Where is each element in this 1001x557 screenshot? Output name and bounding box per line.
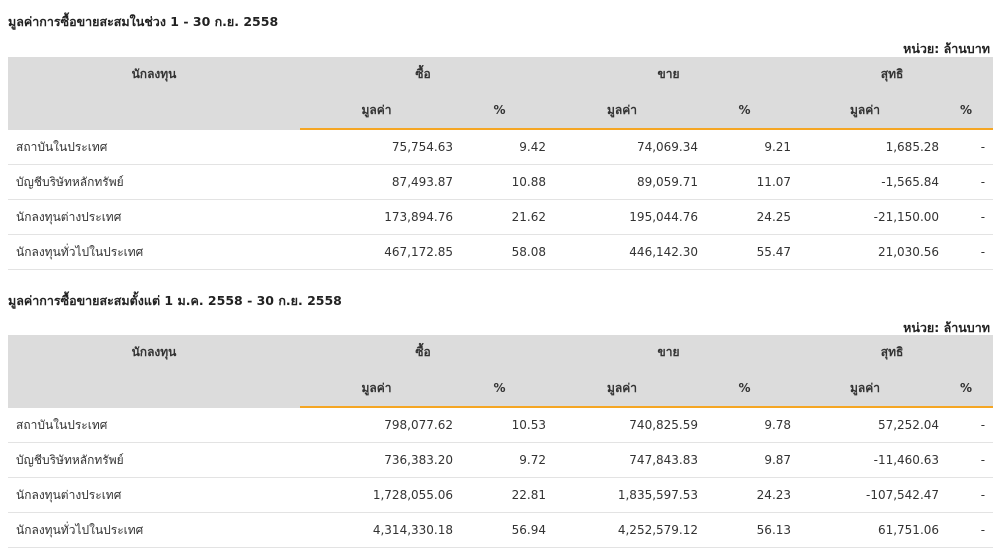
sell-value: 1,835,597.53 xyxy=(546,477,699,513)
header-blank xyxy=(8,92,300,130)
header-buy-percent: % xyxy=(453,370,547,408)
sell-percent: 56.13 xyxy=(698,512,792,548)
section-title: มูลค่าการซื้อขายสะสมในช่วง 1 - 30 ก.ย. 2… xyxy=(8,14,279,29)
sell-percent: 9.21 xyxy=(698,129,792,165)
table-row: นักลงทุนต่างประเทศ 1,728,055.06 22.81 1,… xyxy=(8,477,994,513)
net-percent: - xyxy=(939,199,994,235)
header-sell: ขาย xyxy=(546,57,792,92)
sell-percent: 24.23 xyxy=(698,477,792,513)
net-percent: - xyxy=(939,129,994,165)
header-sell-percent: % xyxy=(698,92,792,130)
net-percent: - xyxy=(939,234,994,270)
investor-name: นักลงทุนทั่วไปในประเทศ xyxy=(8,512,300,548)
header-net-percent: % xyxy=(939,370,994,408)
sell-value: 4,252,579.12 xyxy=(546,512,699,548)
buy-percent: 21.62 xyxy=(453,199,547,235)
header-buy: ซื้อ xyxy=(300,57,547,92)
unit-label: หน่วย: ล้านบาท xyxy=(903,320,990,335)
sell-percent: 9.87 xyxy=(698,442,792,478)
header-net-percent: % xyxy=(939,92,994,130)
header-buy: ซื้อ xyxy=(300,335,547,370)
buy-percent: 22.81 xyxy=(453,477,547,513)
buy-percent: 58.08 xyxy=(453,234,547,270)
net-percent: - xyxy=(939,442,994,478)
net-percent: - xyxy=(939,477,994,513)
net-percent: - xyxy=(939,164,994,200)
header-net-value: มูลค่า xyxy=(791,370,940,408)
buy-value: 736,383.20 xyxy=(300,442,453,478)
unit-label: หน่วย: ล้านบาท xyxy=(903,41,990,56)
sell-value: 74,069.34 xyxy=(546,129,699,165)
buy-percent: 10.88 xyxy=(453,164,547,200)
header-investor: นักลงทุน xyxy=(8,57,300,92)
sell-value: 89,059.71 xyxy=(546,164,699,200)
table-row: นักลงทุนต่างประเทศ 173,894.76 21.62 195,… xyxy=(8,199,994,235)
table-row: บัญชีบริษัทหลักทรัพย์ 87,493.87 10.88 89… xyxy=(8,164,994,200)
investor-name: นักลงทุนทั่วไปในประเทศ xyxy=(8,234,300,270)
sell-percent: 9.78 xyxy=(698,407,792,443)
buy-percent: 9.42 xyxy=(453,129,547,165)
header-sell-value: มูลค่า xyxy=(546,92,699,130)
table-row: นักลงทุนทั่วไปในประเทศ 4,314,330.18 56.9… xyxy=(8,512,994,548)
net-value: -107,542.47 xyxy=(791,477,940,513)
buy-percent: 9.72 xyxy=(453,442,547,478)
header-sell-percent: % xyxy=(698,370,792,408)
buy-percent: 10.53 xyxy=(453,407,547,443)
header-blank xyxy=(8,370,300,408)
section-title: มูลค่าการซื้อขายสะสมตั้งแต่ 1 ม.ค. 2558 … xyxy=(8,293,342,308)
table-row: สถาบันในประเทศ 75,754.63 9.42 74,069.34 … xyxy=(8,129,994,165)
table-row: สถาบันในประเทศ 798,077.62 10.53 740,825.… xyxy=(8,407,994,443)
header-net-value: มูลค่า xyxy=(791,92,940,130)
header-sell-value: มูลค่า xyxy=(546,370,699,408)
header-buy-percent: % xyxy=(453,92,547,130)
net-value: -21,150.00 xyxy=(791,199,940,235)
investor-name: สถาบันในประเทศ xyxy=(8,129,300,165)
trade-table: นักลงทุน ซื้อ ขาย สุทธิ มูลค่า % มูลค่า … xyxy=(8,57,994,270)
sell-percent: 11.07 xyxy=(698,164,792,200)
sell-percent: 24.25 xyxy=(698,199,792,235)
header-buy-value: มูลค่า xyxy=(300,370,453,408)
investor-name: บัญชีบริษัทหลักทรัพย์ xyxy=(8,442,300,478)
investor-name: นักลงทุนต่างประเทศ xyxy=(8,477,300,513)
sell-value: 195,044.76 xyxy=(546,199,699,235)
trade-table: นักลงทุน ซื้อ ขาย สุทธิ มูลค่า % มูลค่า … xyxy=(8,335,994,548)
investor-name: นักลงทุนต่างประเทศ xyxy=(8,199,300,235)
net-value: 61,751.06 xyxy=(791,512,940,548)
investor-name: บัญชีบริษัทหลักทรัพย์ xyxy=(8,164,300,200)
net-value: 57,252.04 xyxy=(791,407,940,443)
header-buy-value: มูลค่า xyxy=(300,92,453,130)
header-investor: นักลงทุน xyxy=(8,335,300,370)
sell-percent: 55.47 xyxy=(698,234,792,270)
investor-name: สถาบันในประเทศ xyxy=(8,407,300,443)
sell-value: 446,142.30 xyxy=(546,234,699,270)
sell-value: 747,843.83 xyxy=(546,442,699,478)
header-net: สุทธิ xyxy=(791,335,994,370)
buy-value: 75,754.63 xyxy=(300,129,453,165)
buy-value: 4,314,330.18 xyxy=(300,512,453,548)
buy-percent: 56.94 xyxy=(453,512,547,548)
buy-value: 87,493.87 xyxy=(300,164,453,200)
net-value: 21,030.56 xyxy=(791,234,940,270)
table-row: นักลงทุนทั่วไปในประเทศ 467,172.85 58.08 … xyxy=(8,234,994,270)
net-percent: - xyxy=(939,407,994,443)
net-value: 1,685.28 xyxy=(791,129,940,165)
table-row: บัญชีบริษัทหลักทรัพย์ 736,383.20 9.72 74… xyxy=(8,442,994,478)
net-value: -1,565.84 xyxy=(791,164,940,200)
header-sell: ขาย xyxy=(546,335,792,370)
buy-value: 173,894.76 xyxy=(300,199,453,235)
buy-value: 798,077.62 xyxy=(300,407,453,443)
header-net: สุทธิ xyxy=(791,57,994,92)
net-value: -11,460.63 xyxy=(791,442,940,478)
buy-value: 1,728,055.06 xyxy=(300,477,453,513)
buy-value: 467,172.85 xyxy=(300,234,453,270)
net-percent: - xyxy=(939,512,994,548)
sell-value: 740,825.59 xyxy=(546,407,699,443)
